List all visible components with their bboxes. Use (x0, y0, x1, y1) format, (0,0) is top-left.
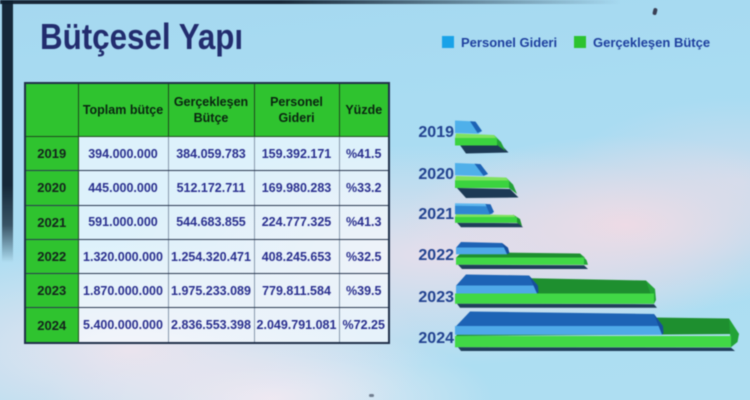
svg-text:2023: 2023 (418, 289, 454, 306)
svg-text:2022: 2022 (418, 247, 454, 264)
svg-text:2021: 2021 (418, 206, 454, 223)
svg-text:2019: 2019 (418, 124, 454, 141)
svg-text:2020: 2020 (418, 166, 454, 183)
svg-text:2024: 2024 (418, 330, 454, 347)
